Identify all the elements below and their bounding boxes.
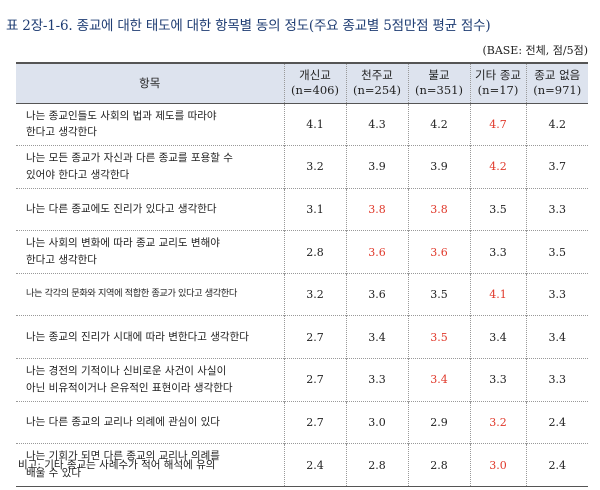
score-cell: 3.8 (407, 187, 470, 231)
table-row: 나는 사회의 변화에 따라 종교 교리도 변해야 한다고 생각한다 2.8 3.6 3.… (16, 230, 588, 274)
score-cell: 3.4 (407, 358, 470, 402)
row-item-label: 나는 각각의 문화와 지역에 적합한 종교가 있다고 생각한다 (16, 272, 284, 316)
score-cell: 4.2 (469, 145, 526, 189)
score-cell: 3.5 (469, 187, 526, 231)
score-cell: 2.8 (283, 230, 346, 274)
header-other-religion: 기타 종교 (n=17) (469, 63, 526, 104)
score-cell: 3.8 (345, 187, 408, 231)
score-cell: 3.2 (283, 145, 346, 189)
score-cell: 3.5 (407, 272, 470, 316)
score-cell: 3.5 (407, 315, 470, 359)
row-item-label: 나는 사회의 변화에 따라 종교 교리도 변해야 한다고 생각한다 (16, 230, 284, 274)
score-cell: 3.6 (407, 230, 470, 274)
score-cell: 4.1 (283, 102, 346, 146)
score-cell: 3.2 (469, 400, 526, 444)
score-cell: 3.6 (345, 272, 408, 316)
score-cell: 2.7 (283, 400, 346, 444)
header-row: 항목 개신교 (n=406) 천주교 (n=254) 불교 (n=351) 기타 종교… (16, 63, 588, 104)
footnote: 비고: 기타 종교는 사례수가 적어 해석에 유의 (18, 459, 216, 471)
score-cell: 3.0 (469, 443, 526, 487)
score-cell: 2.4 (525, 443, 588, 487)
table-row: 나는 기회가 되면 다른 종교의 교리나 의례를 배울 수 있다 2.4 2.8 2.8… (16, 443, 588, 487)
table-row: 나는 종교의 진리가 시대에 따라 변한다고 생각한다 2.7 3.4 3.5 3.4 3… (16, 315, 588, 359)
table-row: 나는 각각의 문화와 지역에 적합한 종교가 있다고 생각한다 3.2 3.6 3.5… (16, 272, 588, 316)
score-cell: 4.1 (469, 272, 526, 316)
score-cell: 2.7 (283, 358, 346, 402)
score-cell: 3.4 (525, 315, 588, 359)
row-item-label: 나는 모든 종교가 자신과 다른 종교를 포용할 수 있어야 한다고 생각한다 (16, 145, 284, 189)
header-protestant: 개신교 (n=406) (283, 63, 346, 104)
score-cell: 3.4 (469, 315, 526, 359)
score-cell: 3.1 (283, 187, 346, 231)
score-cell: 4.2 (525, 102, 588, 146)
table-row: 나는 경전의 기적이나 신비로운 사건이 사실이 아닌 비유적이거나 은유적인 표… (16, 358, 588, 402)
header-buddhism: 불교 (n=351) (407, 63, 470, 104)
header-no-religion: 종교 없음 (n=971) (525, 63, 588, 104)
score-cell: 3.3 (525, 272, 588, 316)
score-cell: 3.3 (345, 358, 408, 402)
header-catholic: 천주교 (n=254) (345, 63, 408, 104)
score-cell: 4.3 (345, 102, 408, 146)
row-item-label: 나는 기회가 되면 다른 종교의 교리나 의례를 배울 수 있다 (16, 443, 284, 487)
score-cell: 3.7 (525, 145, 588, 189)
score-cell: 3.3 (525, 187, 588, 231)
score-cell: 2.7 (283, 315, 346, 359)
row-item-label: 나는 종교의 진리가 시대에 따라 변한다고 생각한다 (16, 315, 284, 359)
score-cell: 2.4 (525, 400, 588, 444)
table-row: 나는 다른 종교에도 진리가 있다고 생각한다 3.1 3.8 3.8 3.5 3.3 (16, 187, 588, 231)
base-note: (BASE: 전체, 점/5점) (482, 44, 588, 57)
score-cell: 4.7 (469, 102, 526, 146)
score-cell: 3.4 (345, 315, 408, 359)
score-cell: 3.3 (469, 358, 526, 402)
survey-table: 항목 개신교 (n=406) 천주교 (n=254) 불교 (n=351) 기타 종교… (16, 62, 588, 487)
table-row: 나는 종교인들도 사회의 법과 제도를 따라야 한다고 생각한다 4.1 4.3 4.2… (16, 102, 588, 146)
score-cell: 3.0 (345, 400, 408, 444)
score-cell: 4.2 (407, 102, 470, 146)
row-item-label: 나는 종교인들도 사회의 법과 제도를 따라야 한다고 생각한다 (16, 102, 284, 146)
header-item: 항목 (16, 63, 284, 104)
score-cell: 3.9 (345, 145, 408, 189)
row-item-label: 나는 다른 종교에도 진리가 있다고 생각한다 (16, 187, 284, 231)
score-cell: 3.6 (345, 230, 408, 274)
score-cell: 3.9 (407, 145, 470, 189)
row-item-label: 나는 경전의 기적이나 신비로운 사건이 사실이 아닌 비유적이거나 은유적인 표… (16, 358, 284, 402)
table-row: 나는 다른 종교의 교리나 의례에 관심이 있다 2.7 3.0 2.9 3.2 2.4 (16, 400, 588, 444)
table-row: 나는 모든 종교가 자신과 다른 종교를 포용할 수 있어야 한다고 생각한다 3.… (16, 145, 588, 189)
score-cell: 2.8 (345, 443, 408, 487)
score-cell: 3.3 (525, 358, 588, 402)
score-cell: 3.3 (469, 230, 526, 274)
score-cell: 2.9 (407, 400, 470, 444)
row-item-label: 나는 다른 종교의 교리나 의례에 관심이 있다 (16, 400, 284, 444)
score-cell: 3.2 (283, 272, 346, 316)
score-cell: 2.4 (283, 443, 346, 487)
score-cell: 2.8 (407, 443, 470, 487)
table-title: 표 2장-1-6. 종교에 대한 태도에 대한 항목별 동의 정도(주요 종교별… (6, 18, 491, 34)
score-cell: 3.5 (525, 230, 588, 274)
